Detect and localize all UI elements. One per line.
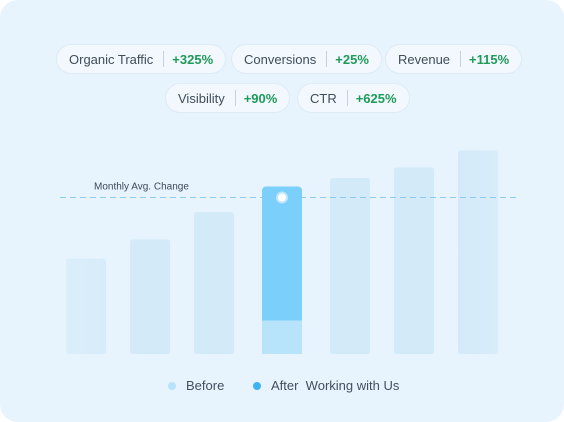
metric-pill-ctr: CTR +625%	[298, 84, 409, 112]
metric-label: Organic Traffic	[69, 51, 154, 67]
metric-pill-visibility: Visibility +90%	[166, 84, 290, 112]
bar-chart: Monthly Avg. Change	[0, 130, 564, 358]
monthly-avg-label: Monthly Avg. Change	[94, 182, 189, 193]
pill-divider	[234, 90, 236, 106]
metric-label: Conversions	[244, 51, 317, 67]
legend-before-swatch	[168, 381, 176, 390]
pill-divider	[163, 51, 165, 67]
edge-fade-overlay	[0, 130, 564, 358]
pill-divider	[346, 90, 348, 106]
pill-divider	[460, 51, 462, 67]
legend-after-swatch	[253, 381, 261, 390]
metric-label: CTR	[310, 90, 337, 106]
legend-after-label: After Working with Us	[271, 378, 400, 393]
metric-value: +325%	[172, 51, 214, 67]
metric-value: +115%	[469, 51, 510, 67]
legend-after: After Working with Us	[253, 378, 399, 393]
metric-value: +25%	[335, 51, 369, 67]
metric-label: Revenue	[398, 51, 451, 67]
metric-pill-conversions: Conversions +25%	[232, 45, 381, 73]
metric-value: +625%	[355, 90, 397, 106]
metric-value: +90%	[243, 90, 278, 106]
legend-before: Before	[168, 378, 224, 393]
metric-pill-organic-traffic: Organic Traffic +325%	[57, 45, 226, 73]
legend-before-label: Before	[186, 378, 225, 393]
metric-label: Visibility	[178, 90, 225, 106]
highlight-marker-dot	[276, 191, 288, 204]
metric-pill-revenue: Revenue +115%	[386, 45, 522, 73]
pill-divider	[326, 51, 328, 67]
